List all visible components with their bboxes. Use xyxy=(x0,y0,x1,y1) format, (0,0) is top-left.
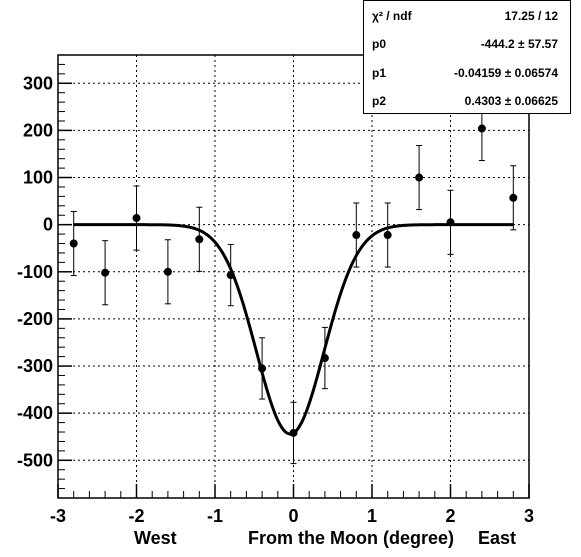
data-point xyxy=(226,271,235,280)
data-point xyxy=(163,267,172,276)
x-tick-label: 3 xyxy=(524,506,534,526)
x-axis-label-east: East xyxy=(478,528,516,548)
x-tick-label: -3 xyxy=(50,506,66,526)
data-point xyxy=(477,124,486,133)
data-point xyxy=(320,354,329,363)
stats-row-p2: p2 0.4303 ± 0.06625 xyxy=(364,86,570,114)
data-point xyxy=(509,193,518,202)
tick-labels: -3 -2 -1 0 1 2 3 300 200 100 0 -100 -200 -300 -400 -500 xyxy=(17,73,534,526)
stats-row-p1: p1 -0.04159 ± 0.06574 xyxy=(364,58,570,86)
x-tick-label: 2 xyxy=(445,506,455,526)
stats-key: p1 xyxy=(372,66,387,80)
x-axis-label-west: West xyxy=(134,528,177,548)
data-point xyxy=(258,364,267,373)
stats-key: χ² / ndf xyxy=(372,9,412,23)
data-point xyxy=(132,214,141,223)
stats-value: -444.2 ± 57.57 xyxy=(480,37,558,51)
x-tick-label: -2 xyxy=(128,506,144,526)
stats-value: -0.04159 ± 0.06574 xyxy=(453,66,558,80)
y-tick-label: 300 xyxy=(23,73,53,93)
y-tick-label: -400 xyxy=(17,403,53,423)
stats-value: 17.25 / 12 xyxy=(504,9,558,23)
x-tick-label: 1 xyxy=(367,506,377,526)
y-tick-label: -500 xyxy=(17,450,53,470)
y-tick-label: -200 xyxy=(17,309,53,329)
stats-row-p0: p0 -444.2 ± 57.57 xyxy=(364,29,570,57)
data-point xyxy=(195,235,204,244)
stats-row-chi2: χ² / ndf 17.25 / 12 xyxy=(364,1,570,29)
stats-value: 0.4303 ± 0.06625 xyxy=(464,94,558,108)
axis-ticks xyxy=(57,63,530,498)
x-tick-label: 0 xyxy=(288,506,298,526)
data-point xyxy=(289,428,298,437)
y-tick-label: 0 xyxy=(43,215,53,235)
data-point xyxy=(352,231,361,240)
x-axis-label-main: From the Moon (degree) xyxy=(248,528,454,548)
data-point xyxy=(446,218,455,227)
data-point xyxy=(69,239,78,248)
data-point xyxy=(101,268,110,277)
data-point xyxy=(383,231,392,240)
y-tick-label: -300 xyxy=(17,356,53,376)
data-point xyxy=(415,173,424,182)
y-tick-label: -100 xyxy=(17,262,53,282)
data-points xyxy=(69,95,518,465)
y-tick-label: 200 xyxy=(23,120,53,140)
y-tick-label: 100 xyxy=(23,168,53,188)
stats-key: p2 xyxy=(372,94,387,108)
stats-key: p0 xyxy=(372,37,387,51)
x-tick-label: -1 xyxy=(207,506,223,526)
fit-stats-box: χ² / ndf 17.25 / 12 p0 -444.2 ± 57.57 p1… xyxy=(363,0,571,114)
